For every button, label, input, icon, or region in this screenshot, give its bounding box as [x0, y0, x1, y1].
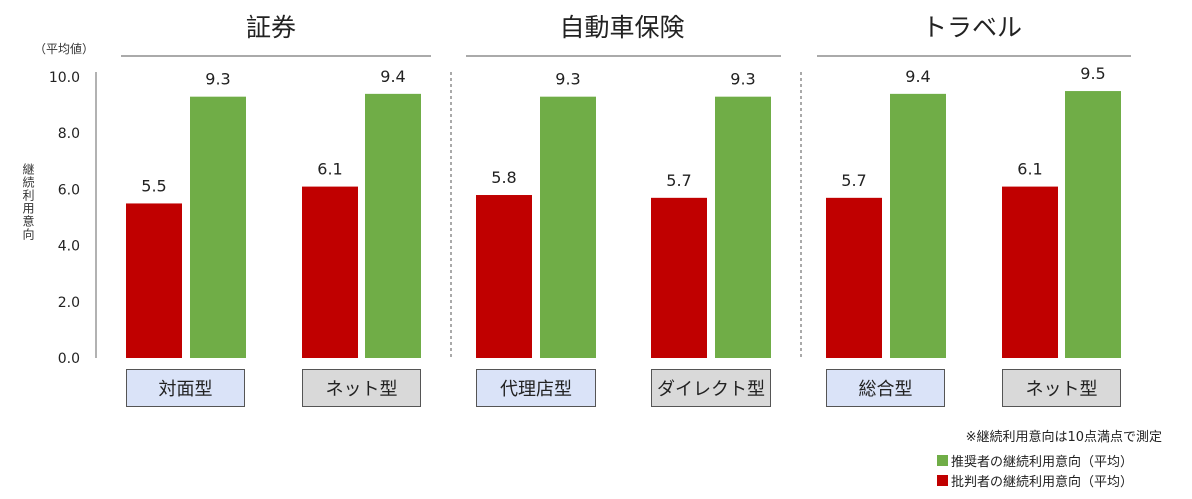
unit-label: （平均値） — [34, 42, 95, 56]
bar-promoter — [890, 93, 946, 359]
category-label-online-travel: ネット型 — [1002, 369, 1121, 407]
data-label: 9.3 — [555, 70, 580, 89]
data-label: 9.3 — [730, 70, 755, 89]
bar-promoter — [190, 96, 246, 359]
category-label-face-to-face: 対面型 — [126, 369, 245, 407]
bar-promoter — [715, 96, 771, 359]
group-title-auto-insurance: 自動車保険 — [559, 13, 685, 42]
data-label: 9.3 — [205, 70, 230, 89]
y-tick-label: 4.0 — [58, 239, 80, 255]
data-label: 5.7 — [666, 171, 691, 190]
bar-detractor — [1002, 186, 1058, 358]
y-tick-label: 10.0 — [49, 70, 80, 86]
y-axis-label: 継続利用意向 — [21, 163, 35, 241]
data-label: 6.1 — [1017, 160, 1042, 179]
bar-promoter — [540, 96, 596, 359]
y-tick-label: 6.0 — [58, 182, 80, 198]
bar-promoter — [365, 93, 421, 359]
data-label: 9.4 — [905, 67, 930, 86]
data-label: 5.7 — [841, 171, 866, 190]
bar-detractor — [826, 197, 882, 358]
legend-swatch-red — [937, 475, 948, 486]
bar-detractor — [126, 203, 182, 358]
data-label: 9.5 — [1080, 64, 1105, 83]
y-tick-label: 8.0 — [58, 126, 80, 142]
legend-item-promoters: 推奨者の継続利用意向（平均） — [937, 451, 1133, 470]
bar-detractor — [651, 197, 707, 358]
group-title-securities: 証券 — [245, 13, 296, 42]
bar-promoter — [1065, 91, 1121, 359]
group-title-travel: トラベル — [921, 13, 1022, 42]
legend-item-detractors: 批判者の継続利用意向（平均） — [937, 471, 1133, 490]
bar-detractor — [476, 195, 532, 358]
category-label-general: 総合型 — [826, 369, 945, 407]
category-label-online-securities: ネット型 — [302, 369, 421, 407]
data-label: 6.1 — [317, 160, 342, 179]
legend-label-detractors: 批判者の継続利用意向（平均） — [951, 475, 1134, 490]
data-label: 5.5 — [141, 176, 166, 195]
category-label-agency: 代理店型 — [476, 369, 596, 407]
bar-detractor — [302, 186, 358, 358]
data-label: 5.8 — [491, 168, 516, 187]
legend-label-promoters: 推奨者の継続利用意向（平均） — [951, 455, 1134, 470]
footnote: ※継続利用意向は10点満点で測定 — [965, 430, 1162, 445]
y-tick-label: 0.0 — [58, 351, 80, 367]
data-label: 9.4 — [380, 67, 405, 86]
category-label-direct: ダイレクト型 — [651, 369, 771, 407]
y-tick-label: 2.0 — [58, 295, 80, 311]
legend-swatch-green — [937, 455, 948, 466]
